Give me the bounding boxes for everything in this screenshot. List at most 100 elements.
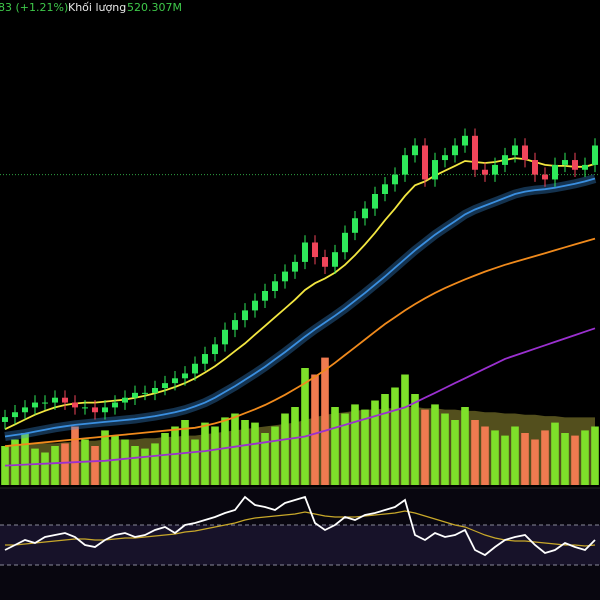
candle-body bbox=[92, 407, 98, 413]
volume-bar bbox=[231, 413, 239, 485]
candle-body bbox=[392, 174, 398, 185]
candle-body bbox=[132, 392, 138, 398]
volume-bar bbox=[151, 443, 159, 485]
candle-body bbox=[122, 397, 128, 403]
candle-body bbox=[52, 397, 58, 403]
volume-value: 520.307M bbox=[127, 1, 182, 14]
volume-bar bbox=[51, 446, 59, 485]
volume-bar bbox=[161, 433, 169, 485]
candle-body bbox=[432, 160, 438, 180]
volume-bar bbox=[321, 357, 329, 485]
candle-body bbox=[502, 155, 508, 165]
volume-bar bbox=[331, 407, 339, 485]
candle-body bbox=[142, 392, 148, 394]
volume-bar bbox=[401, 374, 409, 485]
candle-body bbox=[552, 164, 558, 180]
rsi-line bbox=[4, 495, 596, 557]
moving-average bbox=[4, 327, 596, 467]
volume-bar bbox=[461, 407, 469, 485]
volume-bar bbox=[441, 413, 449, 485]
change-text: 83 (+1.21%) bbox=[0, 1, 68, 14]
volume-bar bbox=[301, 368, 309, 485]
candle-body bbox=[112, 402, 118, 408]
candle-body bbox=[542, 174, 548, 180]
volume-bar bbox=[21, 433, 29, 485]
volume-bar bbox=[591, 426, 599, 485]
volume-bar bbox=[361, 409, 369, 485]
candle-body bbox=[282, 271, 288, 282]
volume-bar bbox=[11, 439, 19, 485]
volume-bar bbox=[381, 394, 389, 485]
volume-bar bbox=[71, 426, 79, 485]
candle-body bbox=[102, 407, 108, 413]
candle-body bbox=[482, 169, 488, 175]
volume-bar bbox=[341, 413, 349, 485]
candle-body bbox=[272, 281, 278, 291]
volume-bar bbox=[551, 422, 559, 485]
candle-body bbox=[192, 363, 198, 374]
volume-bar bbox=[511, 426, 519, 485]
volume-bar bbox=[91, 446, 99, 485]
volume-bar bbox=[121, 439, 129, 485]
candle-body bbox=[492, 164, 498, 175]
price-layer bbox=[0, 128, 600, 467]
candle-body bbox=[332, 252, 338, 267]
volume-bar bbox=[491, 430, 499, 485]
moving-average bbox=[4, 237, 596, 448]
plot bbox=[0, 128, 600, 566]
volume-bar bbox=[521, 433, 529, 485]
candle-body bbox=[452, 145, 458, 156]
candle-body bbox=[412, 145, 418, 156]
candle-body bbox=[202, 354, 208, 364]
volume-bar bbox=[101, 430, 109, 485]
volume-bar bbox=[411, 394, 419, 485]
candle-body bbox=[32, 402, 38, 408]
candle-body bbox=[252, 300, 258, 311]
volume-bar bbox=[41, 452, 49, 485]
volume-bar bbox=[541, 430, 549, 485]
volume-bar bbox=[281, 413, 289, 485]
volume-label: Khối lượng bbox=[68, 1, 126, 14]
candle-body bbox=[72, 402, 78, 408]
volume-bar bbox=[421, 409, 429, 485]
volume-bar bbox=[251, 422, 259, 485]
volume-bar bbox=[61, 443, 69, 485]
candle-body bbox=[462, 135, 468, 146]
volume-bar bbox=[141, 448, 149, 485]
candle-body bbox=[42, 402, 48, 404]
candle-body bbox=[342, 232, 348, 253]
volume-bar bbox=[221, 417, 229, 485]
candle-body bbox=[162, 383, 168, 388]
volume-bar bbox=[431, 404, 439, 485]
candle-body bbox=[522, 145, 528, 161]
candle-body bbox=[422, 145, 428, 180]
volume-bar bbox=[311, 374, 319, 485]
volume-bar bbox=[501, 435, 509, 485]
candle-body bbox=[312, 242, 318, 258]
candle-body bbox=[182, 373, 188, 379]
candle-body bbox=[222, 329, 228, 345]
candle-body bbox=[382, 184, 388, 194]
volume-bar bbox=[171, 426, 179, 485]
candle-body bbox=[352, 218, 358, 233]
moving-average bbox=[4, 177, 596, 438]
candle-body bbox=[82, 407, 88, 409]
candle-body bbox=[532, 160, 538, 175]
volume-bar bbox=[261, 433, 269, 485]
candle-body bbox=[512, 145, 518, 156]
volume-bar bbox=[451, 420, 459, 485]
candle-body bbox=[592, 145, 598, 165]
volume-bar bbox=[131, 446, 139, 485]
candle-body bbox=[172, 378, 178, 384]
volume-bar bbox=[561, 433, 569, 485]
candle-body bbox=[582, 164, 588, 170]
candle-body bbox=[302, 242, 308, 262]
volume-bar bbox=[291, 407, 299, 485]
volume-bar bbox=[201, 422, 209, 485]
rsi-ma bbox=[5, 510, 596, 547]
candle-body bbox=[62, 397, 68, 403]
volume-bar bbox=[241, 420, 249, 485]
volume-bar bbox=[481, 426, 489, 485]
